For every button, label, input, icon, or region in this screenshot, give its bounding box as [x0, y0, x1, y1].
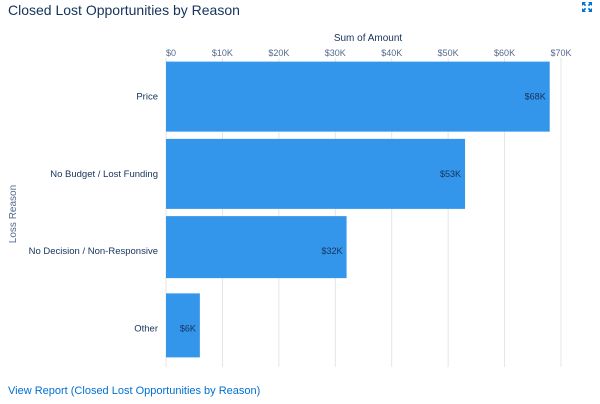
x-tick-label: $10K: [212, 48, 233, 58]
x-tick-label: $0: [166, 48, 176, 58]
category-label: Other: [134, 323, 158, 334]
bar-value-label: $6K: [180, 323, 196, 333]
bar[interactable]: [166, 138, 466, 209]
bar-value-label: $68K: [525, 92, 546, 102]
bar[interactable]: [166, 216, 347, 279]
bar[interactable]: [166, 61, 550, 132]
x-tick-label: $70K: [550, 48, 571, 58]
bar[interactable]: [166, 293, 200, 358]
bar-value-label: $32K: [322, 246, 343, 256]
chart-title: Closed Lost Opportunities by Reason: [8, 2, 240, 18]
x-tick-label: $50K: [438, 48, 459, 58]
x-tick-label: $60K: [494, 48, 515, 58]
x-tick-label: $30K: [325, 48, 346, 58]
x-axis-title: Sum of Amount: [334, 33, 403, 44]
bar-value-label: $53K: [440, 169, 461, 179]
y-axis-title: Loss Reason: [8, 185, 19, 243]
x-tick-label: $20K: [268, 48, 289, 58]
category-label: No Budget / Lost Funding: [50, 169, 158, 180]
expand-icon[interactable]: [581, 1, 593, 13]
category-label: No Decision / Non-Responsive: [29, 246, 158, 257]
bar-chart: Sum of Amount Loss Reason $0 $10K $20K $30K…: [8, 33, 572, 367]
category-label: Price: [136, 92, 158, 103]
x-tick-label: $40K: [381, 48, 402, 58]
view-report-link[interactable]: View Report (Closed Lost Opportunities b…: [8, 385, 261, 397]
